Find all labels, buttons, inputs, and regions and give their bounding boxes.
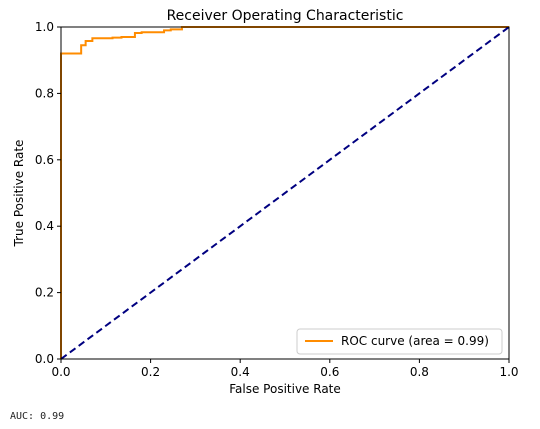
- legend: ROC curve (area = 0.99): [296, 328, 503, 355]
- y-axis-label: True Positive Rate: [12, 140, 26, 248]
- x-axis: 0.0 0.2 0.4 0.6 0.8 1.0: [51, 359, 519, 379]
- y-tick-label: 0.2: [35, 286, 54, 300]
- chart-title: Receiver Operating Characteristic: [167, 8, 404, 24]
- y-tick-label: 0.6: [35, 153, 54, 167]
- series-layer: [60, 26, 510, 360]
- legend-label: ROC curve (area = 0.99): [341, 334, 489, 348]
- x-tick-label: 0.0: [51, 365, 70, 379]
- x-axis-label: False Positive Rate: [229, 382, 341, 396]
- legend-box: [296, 328, 503, 355]
- y-axis: 0.0 0.2 0.4 0.6 0.8 1.0: [35, 20, 61, 366]
- plot-area: [60, 26, 510, 360]
- x-tick-label: 1.0: [499, 365, 518, 379]
- plot-frame: [60, 26, 510, 360]
- auc-readout: AUC: 0.99: [10, 411, 65, 422]
- y-tick-label: 0.8: [35, 86, 54, 100]
- y-tick-label: 1.0: [35, 20, 54, 34]
- y-tick-label: 0.4: [35, 219, 54, 233]
- x-tick-label: 0.6: [320, 365, 339, 379]
- x-tick-label: 0.4: [231, 365, 250, 379]
- x-tick-label: 0.2: [141, 365, 160, 379]
- y-tick-label: 0.0: [35, 352, 54, 366]
- roc-curve-line: [60, 26, 509, 359]
- x-tick-label: 0.8: [410, 365, 429, 379]
- chance-diagonal-line: [60, 26, 510, 360]
